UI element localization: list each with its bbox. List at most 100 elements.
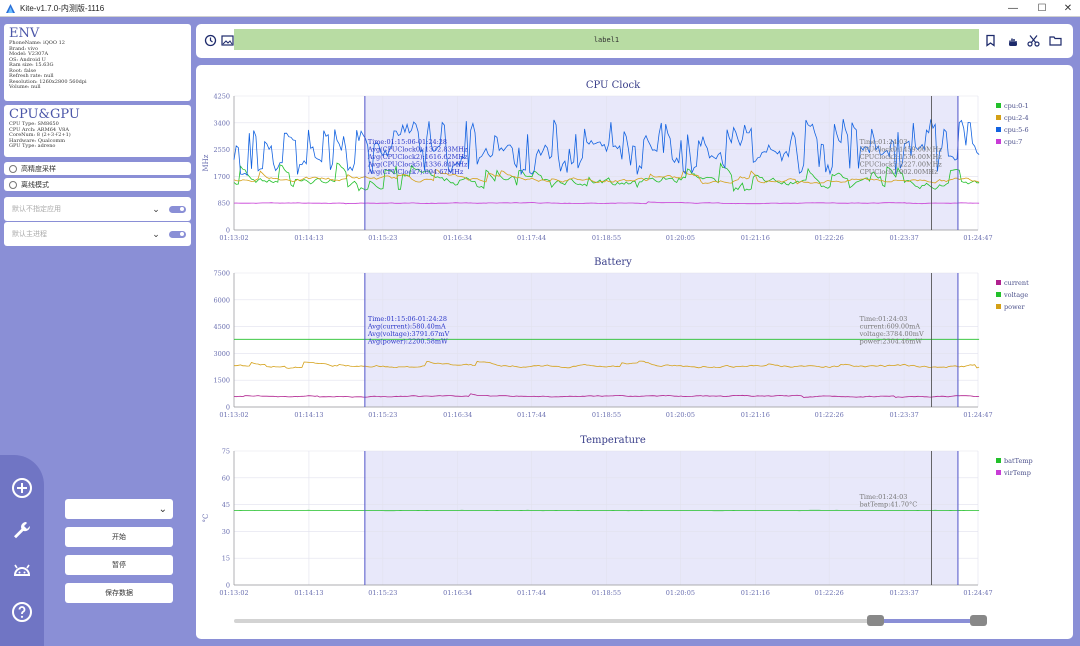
average-readout: Avg(voltage):3791.67mV bbox=[367, 330, 450, 338]
cpu-gpu-line: CPU Arch: ARM64_V8A bbox=[9, 126, 69, 133]
save-data-button[interactable]: 保存数据 bbox=[65, 583, 173, 603]
y-tick-label: 60 bbox=[222, 474, 230, 482]
high-precision-option[interactable]: 高精度采样 bbox=[4, 162, 191, 175]
legend-label: cpu:7 bbox=[1004, 138, 1022, 146]
x-tick-label: 01:14:13 bbox=[294, 234, 323, 242]
x-tick-label: 01:22:26 bbox=[815, 411, 844, 419]
chevron-down-icon[interactable]: ⌄ bbox=[152, 228, 160, 239]
y-axis-label: MHz bbox=[202, 154, 210, 171]
y-tick-label: 75 bbox=[222, 448, 230, 456]
y-tick-label: 0 bbox=[226, 227, 230, 235]
env-line: OS: Android U bbox=[9, 56, 46, 63]
x-tick-label: 01:23:37 bbox=[890, 234, 919, 242]
env-line: Volume: null bbox=[9, 84, 41, 90]
legend-swatch bbox=[996, 115, 1001, 120]
average-readout: Avg(CPUClock0):1372.83MHz bbox=[367, 146, 468, 154]
y-tick-label: 15 bbox=[222, 555, 230, 563]
app-toggle[interactable] bbox=[169, 205, 186, 213]
cursor-readout: Time:01:24:03 bbox=[860, 138, 908, 146]
nav-rail bbox=[0, 455, 44, 646]
x-tick-label: 01:15:23 bbox=[368, 411, 397, 419]
add-circle-icon[interactable] bbox=[9, 475, 35, 501]
y-tick-label: 1700 bbox=[213, 173, 230, 181]
series-line-current bbox=[233, 393, 980, 398]
legend-label: cpu:5-6 bbox=[1004, 126, 1029, 134]
offline-mode-label: 离线模式 bbox=[21, 181, 49, 189]
x-tick-label: 01:17:44 bbox=[517, 589, 546, 597]
process-select[interactable]: 默认主进程 ⌄ bbox=[4, 222, 191, 246]
series-line-power bbox=[234, 360, 980, 369]
y-tick-label: 6000 bbox=[213, 296, 230, 304]
average-readout: Avg(CPUClock5):1336.84MHz bbox=[367, 161, 468, 169]
close-button[interactable]: ✕ bbox=[1063, 3, 1073, 14]
cpu-gpu-line: Hardware: Qualcomm bbox=[9, 137, 66, 144]
x-tick-label: 01:20:05 bbox=[666, 234, 695, 242]
left-sidebar: ENV PhoneName: iQOO 12 Brand: vivo Model… bbox=[0, 17, 196, 646]
hand-icon[interactable] bbox=[1004, 32, 1020, 48]
radio-button[interactable] bbox=[9, 164, 17, 173]
device-dropdown[interactable]: ⌄ bbox=[65, 499, 173, 519]
x-tick-label: 01:13:02 bbox=[219, 234, 248, 242]
offline-mode-option[interactable]: 离线模式 bbox=[4, 178, 191, 191]
chevron-down-icon[interactable]: ⌄ bbox=[152, 203, 160, 214]
x-tick-label: 01:21:16 bbox=[741, 234, 770, 242]
image-icon[interactable] bbox=[219, 32, 235, 48]
range-slider-handle-end[interactable] bbox=[970, 615, 987, 626]
x-tick-label: 01:17:44 bbox=[517, 411, 546, 419]
range-slider-track bbox=[234, 619, 986, 623]
y-tick-label: 850 bbox=[218, 200, 230, 208]
x-tick-label: 01:16:34 bbox=[443, 411, 472, 419]
charts-canvas[interactable]: CPU Clock 0 850 1700 2550 3400 4250 01:13:02 01:… bbox=[196, 65, 1073, 639]
x-tick-label: 01:16:34 bbox=[443, 589, 472, 597]
cursor-readout: CPUClock0:1459.00MHz bbox=[860, 146, 943, 154]
x-tick-label: 01:15:23 bbox=[368, 234, 397, 242]
folder-open-icon[interactable] bbox=[1047, 32, 1063, 48]
chart-title: Battery bbox=[594, 257, 632, 268]
env-line: Refresh rate: null bbox=[9, 73, 54, 79]
selection-region bbox=[364, 273, 958, 407]
x-tick-label: 01:14:13 bbox=[294, 411, 323, 419]
x-tick-label: 01:18:55 bbox=[592, 234, 621, 242]
x-tick-label: 01:22:26 bbox=[815, 234, 844, 242]
wrench-icon[interactable] bbox=[9, 517, 35, 543]
x-tick-label: 01:15:23 bbox=[368, 589, 397, 597]
legend-label: virTemp bbox=[1003, 469, 1031, 477]
series-line-cpu56 bbox=[233, 119, 980, 177]
help-icon[interactable] bbox=[9, 599, 35, 625]
legend-swatch bbox=[996, 280, 1001, 285]
env-card: ENV PhoneName: iQOO 12 Brand: vivo Model… bbox=[4, 24, 191, 101]
minimize-button[interactable]: — bbox=[1008, 3, 1018, 14]
y-tick-label: 0 bbox=[226, 404, 230, 412]
legend-label: voltage bbox=[1003, 291, 1028, 299]
maximize-button[interactable]: ☐ bbox=[1037, 3, 1047, 14]
x-tick-label: 01:17:44 bbox=[517, 234, 546, 242]
bookmark-icon[interactable] bbox=[982, 32, 998, 48]
radio-button[interactable] bbox=[9, 180, 17, 189]
average-readout: Avg(current):580.40mA bbox=[367, 323, 446, 331]
process-toggle[interactable] bbox=[169, 230, 186, 238]
legend-swatch bbox=[996, 304, 1001, 309]
cpu-gpu-line: GPU Type: adreno bbox=[9, 143, 56, 149]
process-select-placeholder: 默认主进程 bbox=[12, 231, 47, 238]
average-readout: Avg(power):2200.58mW bbox=[367, 338, 448, 346]
cursor-readout: Time:01:24:03 bbox=[860, 493, 908, 501]
android-icon[interactable] bbox=[9, 558, 35, 584]
app-select-placeholder: 默认不指定应用 bbox=[12, 206, 61, 213]
legend-swatch bbox=[996, 292, 1001, 297]
chevron-down-icon[interactable]: ⌄ bbox=[158, 503, 167, 515]
pause-button[interactable]: 暂停 bbox=[65, 555, 173, 575]
env-line: Brand: vivo bbox=[9, 45, 38, 52]
cursor-readout: Time:01:24:03 bbox=[860, 315, 908, 323]
range-slider-selected bbox=[876, 619, 986, 623]
start-button[interactable]: 开始 bbox=[65, 527, 173, 547]
range-slider-handle-start[interactable] bbox=[867, 615, 884, 626]
scissors-icon[interactable] bbox=[1025, 32, 1041, 48]
app-logo-icon bbox=[6, 3, 15, 13]
clock-refresh-icon[interactable] bbox=[202, 32, 218, 48]
series-line-cpu01 bbox=[233, 162, 980, 192]
cursor-readout: CPUClock5:2227.00MHz bbox=[860, 161, 943, 169]
label-bar: label1 bbox=[234, 29, 979, 50]
x-tick-label: 01:24:47 bbox=[963, 234, 992, 242]
charts-panel: CPU Clock 0 850 1700 2550 3400 4250 01:13:02 01:… bbox=[196, 65, 1073, 639]
app-select[interactable]: 默认不指定应用 ⌄ bbox=[4, 197, 191, 221]
